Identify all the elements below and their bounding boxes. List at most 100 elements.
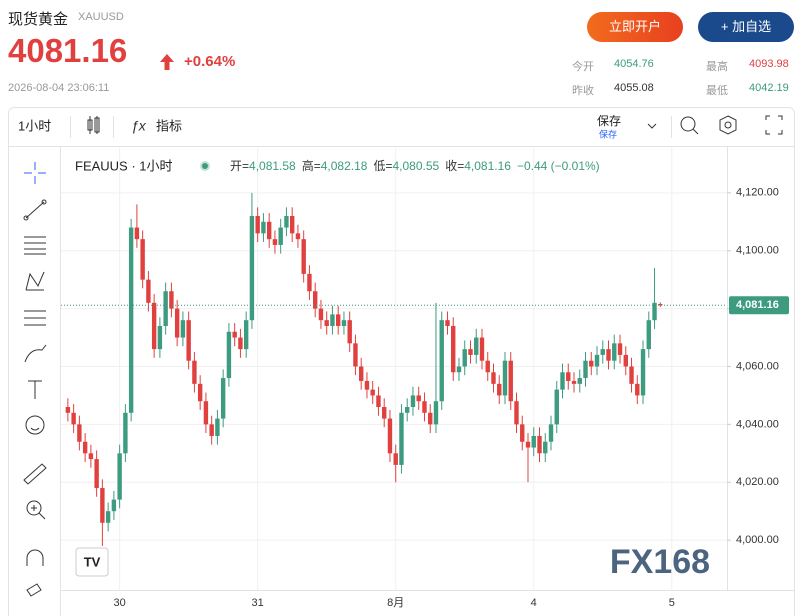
candle-body	[88, 453, 94, 460]
candle-body	[318, 308, 324, 321]
candle-body	[583, 360, 588, 379]
x-tick-label: 31	[252, 597, 264, 609]
fx-icon[interactable]: ƒx	[131, 118, 147, 134]
candle-body	[474, 337, 479, 355]
stat-value: 4055.08	[614, 82, 654, 94]
candle-body	[606, 349, 611, 361]
y-tick-label: 4,040.00	[736, 418, 779, 430]
candle-body	[272, 239, 278, 245]
candle-body	[341, 320, 347, 326]
candle-body	[353, 343, 358, 367]
candle-body	[243, 320, 249, 350]
indicators[interactable]: 指标	[156, 118, 182, 133]
candle-body	[261, 221, 266, 234]
interval[interactable]: 1小时	[18, 118, 51, 133]
candle-body	[209, 424, 214, 436]
candle-body	[82, 441, 88, 454]
candle-body	[65, 407, 71, 413]
candle-body	[359, 366, 364, 381]
price: 4081.16	[8, 32, 128, 69]
candle-icon[interactable]	[87, 116, 100, 134]
candle-body	[497, 383, 502, 396]
settings-icon[interactable]	[719, 115, 737, 135]
candle-body	[646, 320, 651, 350]
stat-label: 最低	[706, 85, 728, 97]
candle-body	[387, 418, 393, 454]
candle-body	[289, 215, 295, 234]
candle-body	[140, 239, 145, 280]
symbol: XAUUSD	[78, 11, 124, 23]
title: 现货黄金	[8, 11, 69, 28]
candle-body	[134, 227, 140, 240]
candle-body	[468, 349, 473, 355]
tv-logo: TV	[84, 554, 101, 569]
candle-body	[479, 337, 485, 361]
candle-body	[151, 302, 157, 350]
candle-body	[94, 459, 99, 489]
candle-body	[215, 418, 220, 436]
stat-value: 4042.19	[749, 82, 789, 94]
candle-body	[77, 424, 82, 442]
x-tick-label: 5	[669, 597, 675, 609]
candle-body	[111, 499, 117, 512]
last-price-badge	[729, 296, 789, 315]
candle-body	[399, 412, 404, 465]
open-account-button[interactable]: 立即开户	[587, 12, 683, 42]
candle-body	[525, 441, 531, 448]
y-tick-label: 4,120.00	[736, 187, 779, 199]
candle-body	[203, 401, 209, 425]
timestamp: 2026-08-04 23:06:11	[8, 82, 110, 94]
candle-body	[554, 389, 559, 425]
settings-icon	[724, 121, 732, 129]
up-arrow	[160, 54, 174, 70]
candle-body	[589, 360, 594, 367]
candle-body	[71, 412, 76, 425]
legend-value: 4,080.55	[392, 159, 439, 173]
candle-body	[629, 366, 634, 384]
candle-body	[284, 215, 289, 228]
candle-body	[485, 360, 490, 373]
legend-label: 高=	[302, 158, 321, 173]
watchlist-button[interactable]: + 加自选	[698, 12, 794, 42]
fullscreen-icon[interactable]	[765, 115, 783, 135]
watermark: FX168	[610, 543, 710, 581]
candle-body	[566, 372, 571, 381]
candle-body	[128, 227, 134, 413]
candle-body	[531, 435, 536, 448]
candle-body	[117, 453, 122, 500]
candle-body	[428, 412, 433, 425]
panel	[8, 107, 795, 616]
candle-body	[186, 320, 191, 361]
legend-change: −0.44 (−0.01%)	[517, 159, 600, 173]
candle-body	[520, 424, 525, 442]
candle-body	[640, 349, 646, 396]
candle-body	[623, 354, 628, 367]
candle-body	[220, 378, 226, 419]
candle-body	[163, 291, 168, 326]
candle-body	[301, 239, 306, 274]
dropdown[interactable]	[647, 123, 657, 129]
candle-body	[232, 331, 237, 338]
legend-label: 开=	[230, 159, 249, 173]
candle-body	[255, 215, 260, 234]
candle-body	[635, 383, 640, 396]
candle-body	[238, 337, 243, 350]
save[interactable]: 保存	[597, 114, 621, 128]
candle-body	[577, 378, 582, 384]
candle-body	[433, 401, 439, 425]
candle-body	[548, 424, 554, 442]
drawing-tools[interactable]	[23, 162, 47, 597]
change: +0.64%	[184, 53, 236, 70]
snapshot-icon[interactable]	[680, 116, 699, 135]
candle-body	[307, 273, 312, 292]
candle-body	[393, 453, 398, 465]
candle-body	[180, 320, 186, 338]
candle-body	[491, 372, 496, 384]
candle-body	[100, 488, 105, 523]
stat-value: 4054.76	[614, 58, 654, 70]
candle-body	[370, 389, 375, 396]
candle-body	[658, 304, 663, 306]
candle-body	[364, 380, 370, 390]
tv-logo	[75, 547, 109, 577]
x-tick-label: 8月	[387, 597, 404, 609]
